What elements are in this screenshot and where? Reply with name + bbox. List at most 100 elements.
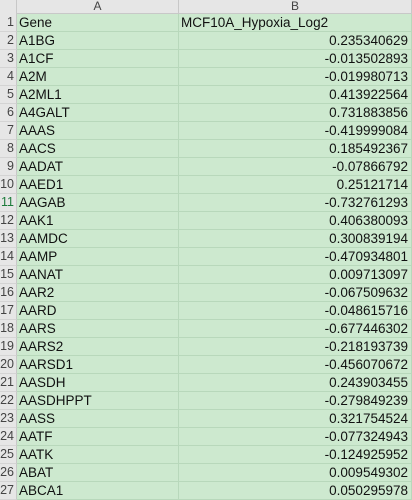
- cell-value[interactable]: 0.185492367: [179, 140, 412, 158]
- row-header[interactable]: 7: [0, 122, 17, 140]
- row-header[interactable]: 2: [0, 32, 17, 50]
- cell-value[interactable]: -0.279849239: [179, 392, 412, 410]
- table-row: 6 A4GALT 0.731883856: [0, 104, 412, 122]
- column-header-a[interactable]: A: [17, 0, 179, 14]
- table-row: 3 A1CF -0.013502893: [0, 50, 412, 68]
- row-header[interactable]: 10: [0, 176, 17, 194]
- cell-value[interactable]: 0.300839194: [179, 230, 412, 248]
- cell-value[interactable]: -0.067509632: [179, 284, 412, 302]
- row-header[interactable]: 15: [0, 266, 17, 284]
- cell-value[interactable]: -0.456070672: [179, 356, 412, 374]
- row-header[interactable]: 24: [0, 428, 17, 446]
- cell-value[interactable]: -0.048615716: [179, 302, 412, 320]
- row-header[interactable]: 8: [0, 140, 17, 158]
- row-header[interactable]: 12: [0, 212, 17, 230]
- cell-gene[interactable]: AACS: [17, 140, 179, 158]
- cell-gene[interactable]: AARS: [17, 320, 179, 338]
- row-header[interactable]: 14: [0, 248, 17, 266]
- cell-value[interactable]: 0.009713097: [179, 266, 412, 284]
- cell-value[interactable]: 0.25121714: [179, 176, 412, 194]
- row-header[interactable]: 21: [0, 374, 17, 392]
- cell-gene[interactable]: AASDH: [17, 374, 179, 392]
- cell-gene[interactable]: A2M: [17, 68, 179, 86]
- select-all-corner[interactable]: [0, 0, 17, 14]
- row-header[interactable]: 27: [0, 482, 17, 500]
- cell-value[interactable]: -0.419999084: [179, 122, 412, 140]
- cell-gene[interactable]: A1CF: [17, 50, 179, 68]
- cell-gene[interactable]: AAMP: [17, 248, 179, 266]
- cell-gene[interactable]: AATF: [17, 428, 179, 446]
- cell-value[interactable]: 0.731883856: [179, 104, 412, 122]
- table-row: 5 A2ML1 0.413922564: [0, 86, 412, 104]
- cell-value[interactable]: 0.243903455: [179, 374, 412, 392]
- cell-gene[interactable]: Gene: [17, 14, 179, 32]
- column-header-b[interactable]: B: [179, 0, 412, 14]
- cell-gene[interactable]: AAK1: [17, 212, 179, 230]
- cell-gene[interactable]: AAAS: [17, 122, 179, 140]
- row-header[interactable]: 11: [0, 194, 17, 212]
- cell-gene[interactable]: AAGAB: [17, 194, 179, 212]
- table-row: 8 AACS 0.185492367: [0, 140, 412, 158]
- table-row: 12 AAK1 0.406380093: [0, 212, 412, 230]
- cell-gene[interactable]: AARSD1: [17, 356, 179, 374]
- cell-gene[interactable]: AANAT: [17, 266, 179, 284]
- row-header[interactable]: 22: [0, 392, 17, 410]
- row-header[interactable]: 6: [0, 104, 17, 122]
- cell-gene[interactable]: AAMDC: [17, 230, 179, 248]
- row-header[interactable]: 5: [0, 86, 17, 104]
- table-row: 17 AARD -0.048615716: [0, 302, 412, 320]
- cell-value[interactable]: -0.07866792: [179, 158, 412, 176]
- cell-value[interactable]: 0.235340629: [179, 32, 412, 50]
- table-row: 7 AAAS -0.419999084: [0, 122, 412, 140]
- table-row: 16 AAR2 -0.067509632: [0, 284, 412, 302]
- cell-value[interactable]: -0.077324943: [179, 428, 412, 446]
- row-header[interactable]: 1: [0, 14, 17, 32]
- cell-value[interactable]: 0.009549302: [179, 464, 412, 482]
- cell-value[interactable]: 0.050295978: [179, 482, 412, 500]
- cell-value[interactable]: -0.124925952: [179, 446, 412, 464]
- cell-gene[interactable]: AAED1: [17, 176, 179, 194]
- cell-value[interactable]: -0.677446302: [179, 320, 412, 338]
- table-row: 11 AAGAB -0.732761293: [0, 194, 412, 212]
- row-header[interactable]: 19: [0, 338, 17, 356]
- row-header[interactable]: 17: [0, 302, 17, 320]
- table-row: 21 AASDH 0.243903455: [0, 374, 412, 392]
- cell-value[interactable]: 0.406380093: [179, 212, 412, 230]
- cell-value[interactable]: -0.019980713: [179, 68, 412, 86]
- cell-gene[interactable]: AASS: [17, 410, 179, 428]
- cell-gene[interactable]: AASDHPPT: [17, 392, 179, 410]
- row-header[interactable]: 4: [0, 68, 17, 86]
- row-header[interactable]: 16: [0, 284, 17, 302]
- cell-gene[interactable]: A4GALT: [17, 104, 179, 122]
- cell-value[interactable]: -0.013502893: [179, 50, 412, 68]
- table-row: 4 A2M -0.019980713: [0, 68, 412, 86]
- cell-value[interactable]: -0.732761293: [179, 194, 412, 212]
- row-header[interactable]: 9: [0, 158, 17, 176]
- table-row: 9 AADAT -0.07866792: [0, 158, 412, 176]
- row-header[interactable]: 25: [0, 446, 17, 464]
- cell-gene[interactable]: A2ML1: [17, 86, 179, 104]
- cell-value[interactable]: 0.413922564: [179, 86, 412, 104]
- row-header[interactable]: 26: [0, 464, 17, 482]
- table-row: 2 A1BG 0.235340629: [0, 32, 412, 50]
- cell-value[interactable]: -0.470934801: [179, 248, 412, 266]
- cell-gene[interactable]: AADAT: [17, 158, 179, 176]
- cell-gene[interactable]: A1BG: [17, 32, 179, 50]
- table-row: 15 AANAT 0.009713097: [0, 266, 412, 284]
- cell-value[interactable]: 0.321754524: [179, 410, 412, 428]
- cell-gene[interactable]: AATK: [17, 446, 179, 464]
- row-header[interactable]: 20: [0, 356, 17, 374]
- row-header[interactable]: 3: [0, 50, 17, 68]
- cell-gene[interactable]: AARD: [17, 302, 179, 320]
- cell-gene[interactable]: AARS2: [17, 338, 179, 356]
- table-row: 19 AARS2 -0.218193739: [0, 338, 412, 356]
- row-header[interactable]: 18: [0, 320, 17, 338]
- cell-gene[interactable]: ABAT: [17, 464, 179, 482]
- row-header[interactable]: 13: [0, 230, 17, 248]
- cell-gene[interactable]: AAR2: [17, 284, 179, 302]
- cell-value[interactable]: MCF10A_Hypoxia_Log2: [179, 14, 412, 32]
- cell-gene[interactable]: ABCA1: [17, 482, 179, 500]
- row-header[interactable]: 23: [0, 410, 17, 428]
- cell-value[interactable]: -0.218193739: [179, 338, 412, 356]
